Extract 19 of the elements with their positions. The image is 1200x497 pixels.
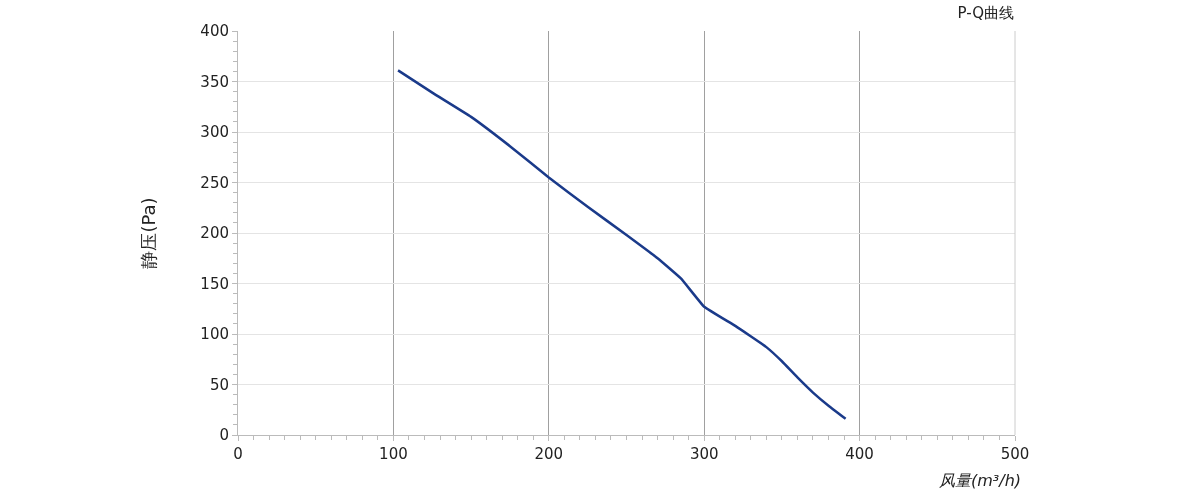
x-tick-label: 300 bbox=[689, 445, 719, 463]
y-tick-label: 100 bbox=[200, 325, 229, 344]
y-tick-label: 150 bbox=[200, 274, 229, 293]
x-axis-title: 风量(m³/h) bbox=[939, 471, 1022, 490]
chart-title: P-Q曲线 bbox=[957, 3, 1014, 22]
y-tick-label: 50 bbox=[209, 375, 229, 394]
x-tick-label: 100 bbox=[379, 445, 408, 463]
y-tick-label: 400 bbox=[200, 22, 229, 41]
x-tick-label: 400 bbox=[845, 445, 874, 463]
y-axis-title: 静压(Pa) bbox=[137, 197, 159, 269]
x-tick-label: 0 bbox=[233, 445, 243, 463]
y-tick-label: 300 bbox=[200, 123, 229, 142]
line-series bbox=[396, 69, 847, 421]
y-tick-label: 0 bbox=[219, 426, 229, 445]
x-tick-label: 200 bbox=[534, 445, 564, 463]
y-tick-label: 200 bbox=[200, 224, 229, 243]
y-tick-label: 250 bbox=[200, 173, 229, 192]
y-tick-label: 350 bbox=[200, 72, 229, 91]
x-tick-label: 500 bbox=[1000, 445, 1030, 463]
